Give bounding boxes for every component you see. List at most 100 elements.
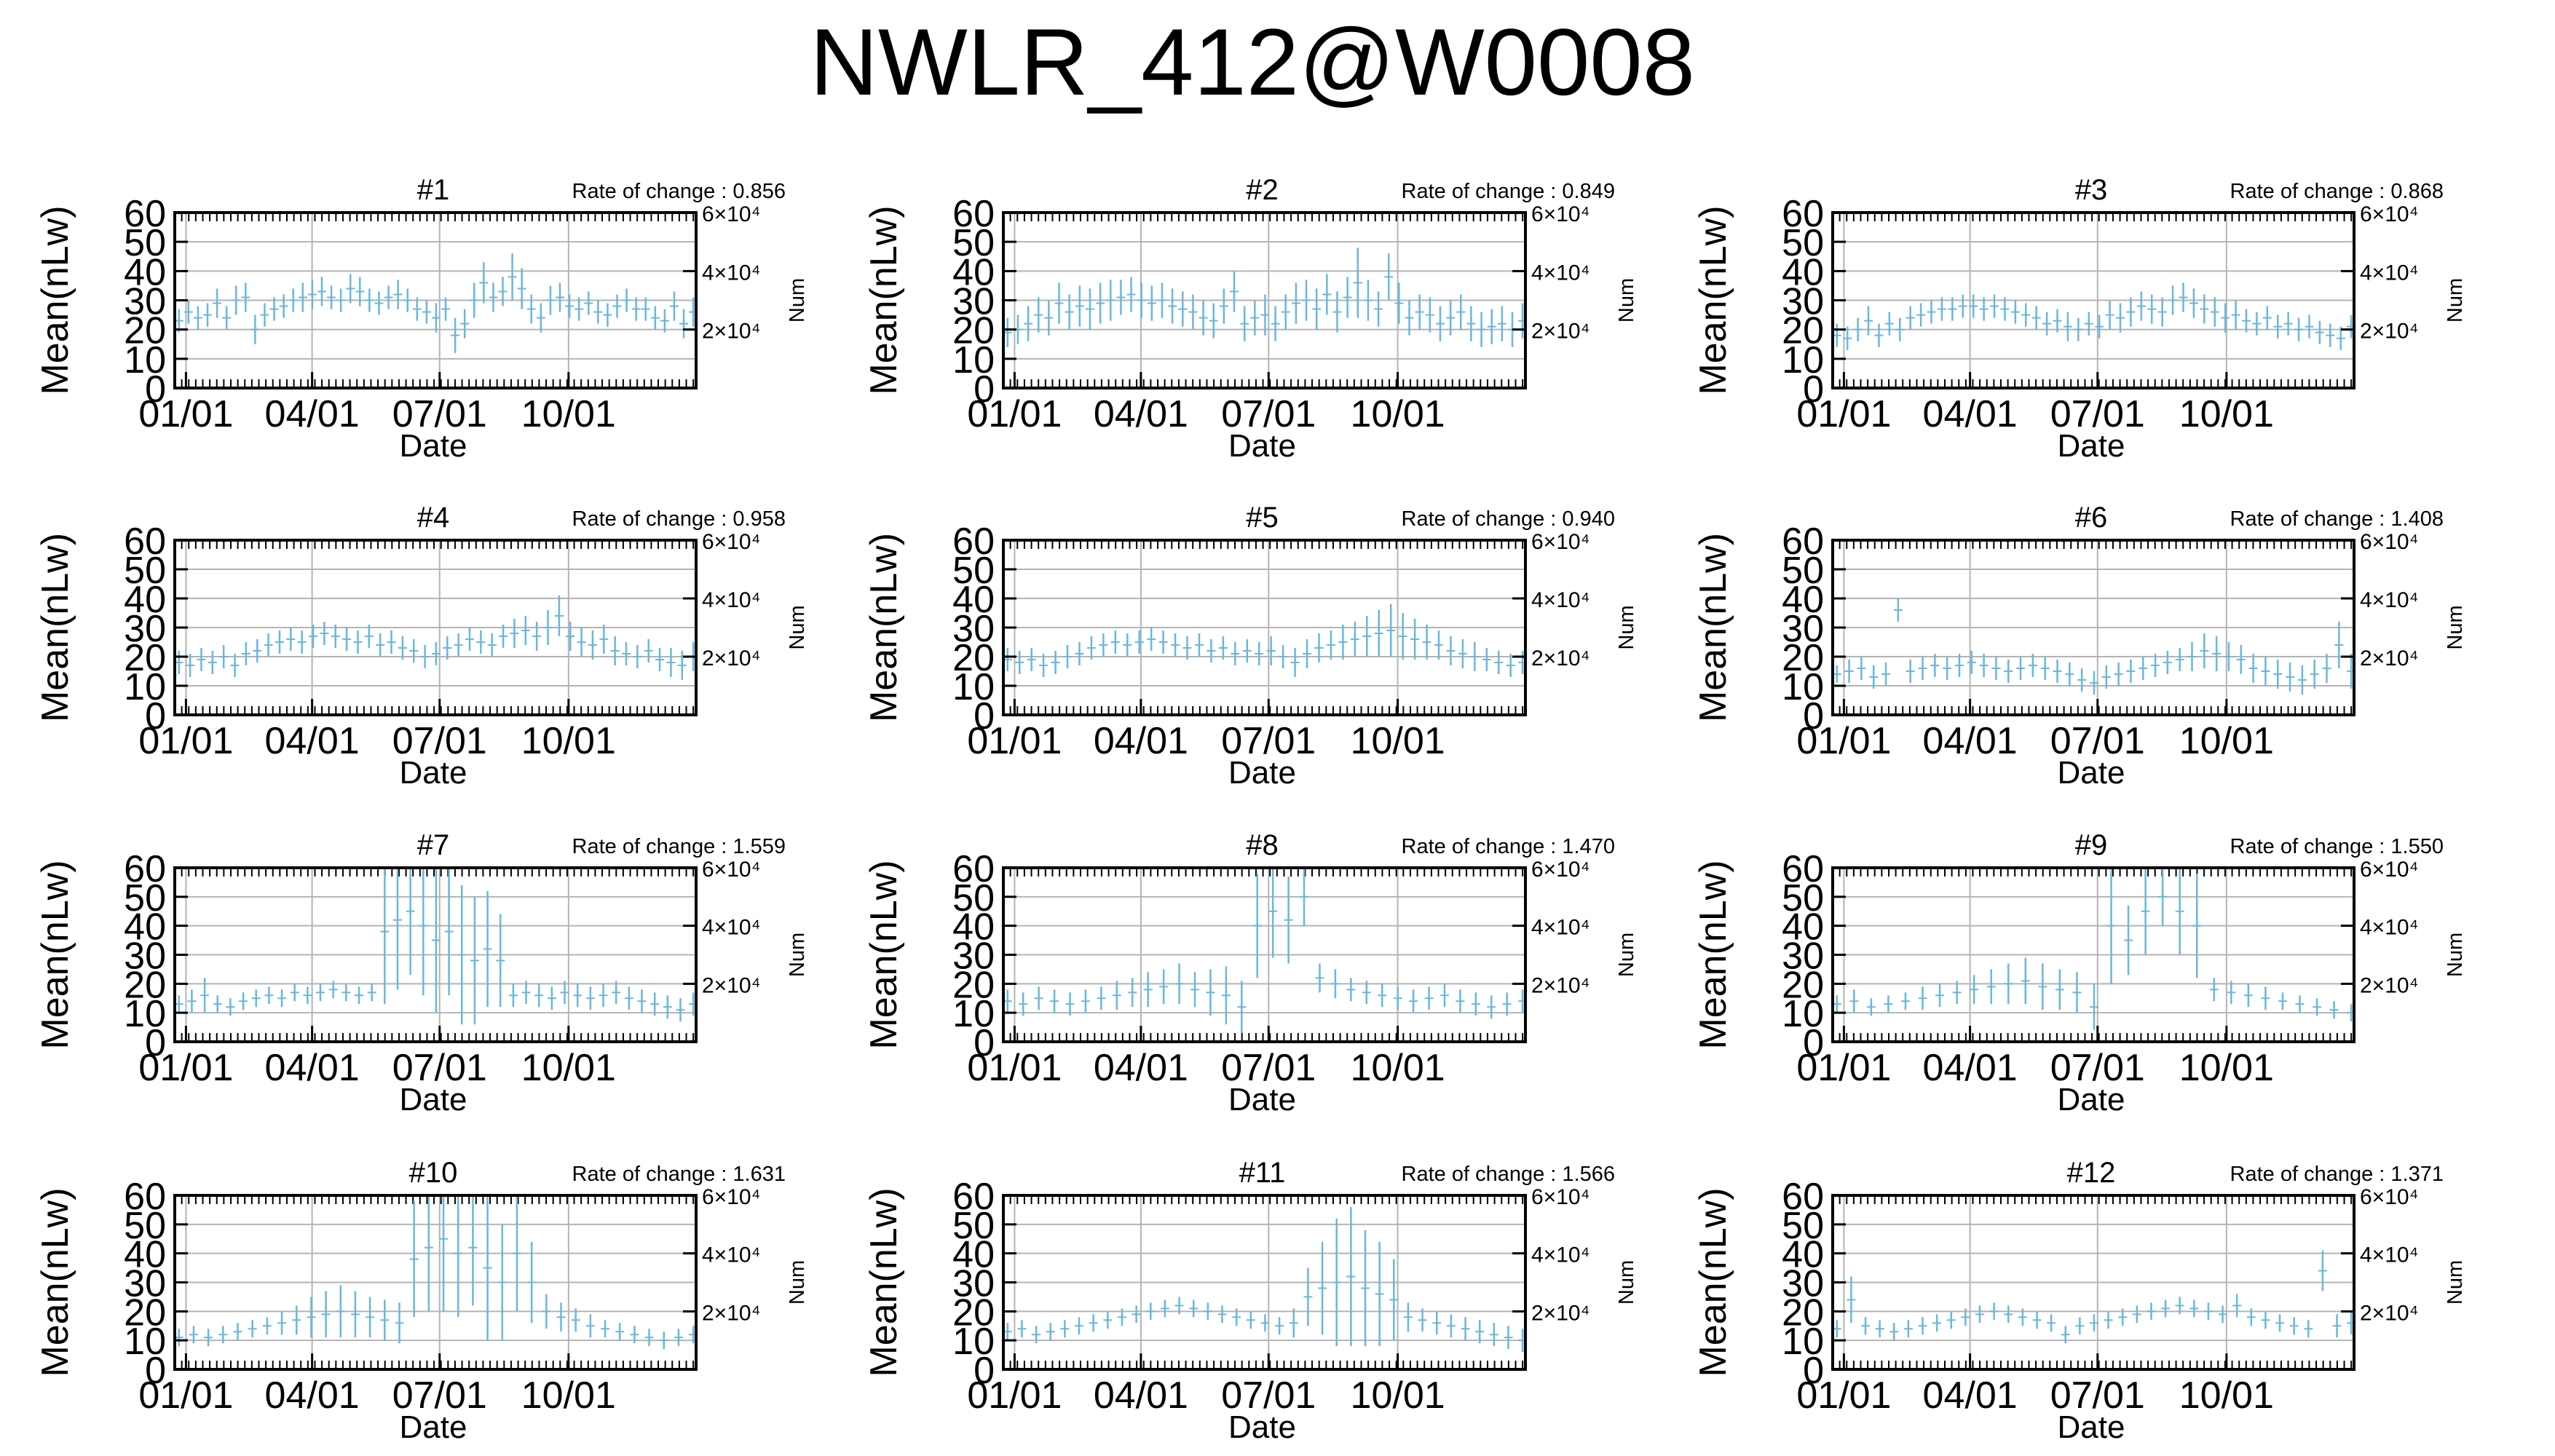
panel-title: #10 [409, 1157, 458, 1189]
x-tick-label: 07/01 [392, 1374, 487, 1417]
y2-axis-label: Num [2444, 278, 2467, 323]
y-tick-label: 60 [952, 1176, 995, 1218]
x-tick-label: 07/01 [1221, 720, 1316, 762]
x-axis-label: Date [1228, 1082, 1296, 1117]
rate-of-change: Rate of change : 0.940 [1402, 507, 1615, 531]
x-tick-label: 04/01 [1094, 393, 1188, 435]
x-tick-label: 07/01 [392, 720, 487, 762]
x-tick-label: 01/01 [138, 720, 233, 762]
x-tick-label: 01/01 [967, 393, 1062, 435]
x-tick-label: 10/01 [2179, 1047, 2274, 1089]
x-tick-label: 01/01 [1796, 393, 1891, 435]
x-tick-label: 01/01 [967, 1047, 1062, 1089]
rate-of-change: Rate of change : 1.559 [572, 835, 786, 858]
y-tick-label: 60 [952, 521, 995, 563]
y-tick-label: 0 [145, 1022, 166, 1064]
y-tick-label: 0 [1803, 368, 1824, 411]
y-tick-label: 40 [1782, 251, 1824, 293]
y-axis-label: Mean(nLw) [34, 533, 76, 722]
y-axis-label: Mean(nLw) [863, 1187, 905, 1377]
y-tick-label: 60 [1782, 193, 1824, 235]
y-tick-label: 10 [124, 339, 166, 381]
x-tick-label: 07/01 [1221, 1374, 1316, 1417]
x-axis-label: Date [1228, 428, 1296, 464]
y-tick-label: 0 [1803, 695, 1824, 737]
y-tick-label: 0 [974, 368, 995, 411]
y-tick-label: 60 [952, 848, 995, 890]
y-tick-label: 40 [1782, 579, 1824, 621]
y2-tick-label: 2×10⁴ [1531, 973, 1590, 997]
y2-tick-label: 4×10⁴ [702, 1243, 760, 1267]
y2-tick-label: 6×10⁴ [2360, 530, 2418, 554]
panel-title: #4 [417, 502, 450, 534]
y2-tick-label: 4×10⁴ [1531, 916, 1590, 940]
y-tick-label: 10 [952, 666, 995, 708]
y-axis-label: Mean(nLw) [863, 205, 905, 395]
y-tick-label: 40 [952, 906, 995, 949]
y-tick-label: 40 [1782, 1234, 1824, 1276]
y2-axis-label: Num [2444, 1260, 2467, 1305]
y2-tick-label: 4×10⁴ [702, 916, 760, 940]
y-tick-label: 60 [124, 193, 166, 235]
x-tick-label: 07/01 [1221, 1047, 1316, 1089]
y2-tick-label: 4×10⁴ [2360, 261, 2418, 285]
x-tick-label: 04/01 [1094, 1374, 1188, 1417]
y-tick-label: 50 [1782, 1205, 1824, 1247]
y2-axis-label: Num [1615, 933, 1638, 977]
y2-axis-label: Num [1615, 278, 1638, 323]
y-axis-label: Mean(nLw) [34, 205, 76, 395]
y2-tick-label: 4×10⁴ [2360, 916, 2418, 940]
x-axis-label: Date [1228, 1409, 1296, 1445]
y-tick-label: 0 [974, 1350, 995, 1392]
x-axis-label: Date [400, 1409, 467, 1445]
figure-title: NWLR_412@W0008 [810, 9, 1695, 115]
y-tick-label: 20 [1782, 310, 1824, 352]
y-axis-label: Mean(nLw) [34, 1187, 76, 1377]
y2-tick-label: 6×10⁴ [702, 530, 760, 554]
y2-axis-label: Num [786, 933, 809, 977]
rate-of-change: Rate of change : 1.566 [1402, 1163, 1615, 1186]
y-tick-label: 50 [124, 550, 166, 592]
panel-title: #6 [2075, 502, 2108, 534]
y-tick-label: 50 [124, 1205, 166, 1247]
x-axis-label: Date [400, 755, 467, 791]
x-tick-label: 10/01 [1351, 1374, 1445, 1417]
y-axis-label: Mean(nLw) [1692, 860, 1734, 1049]
x-tick-label: 04/01 [1094, 1047, 1188, 1089]
rate-of-change: Rate of change : 1.470 [1402, 835, 1615, 858]
x-tick-label: 07/01 [2050, 1374, 2145, 1417]
x-tick-label: 01/01 [1796, 1374, 1891, 1417]
y2-tick-label: 2×10⁴ [2360, 973, 2418, 997]
y2-tick-label: 4×10⁴ [2360, 1243, 2418, 1267]
panel-title: #12 [2067, 1157, 2116, 1189]
panel-title: #2 [1246, 174, 1279, 206]
y-tick-label: 40 [124, 579, 166, 621]
y-tick-label: 30 [1782, 1263, 1824, 1305]
y-tick-label: 20 [952, 964, 995, 1006]
y-tick-label: 40 [124, 251, 166, 293]
y-tick-label: 20 [1782, 637, 1824, 679]
y2-tick-label: 2×10⁴ [1531, 1301, 1590, 1325]
x-tick-label: 07/01 [2050, 1047, 2145, 1089]
y2-axis-label: Num [786, 278, 809, 323]
y2-tick-label: 4×10⁴ [1531, 1243, 1590, 1267]
x-tick-label: 07/01 [392, 1047, 487, 1089]
y2-tick-label: 2×10⁴ [2360, 1301, 2418, 1325]
y2-tick-label: 6×10⁴ [1531, 858, 1590, 882]
x-tick-label: 04/01 [1923, 1374, 2018, 1417]
y-tick-label: 20 [124, 964, 166, 1006]
x-tick-label: 04/01 [265, 1047, 360, 1089]
rate-of-change: Rate of change : 1.408 [2230, 507, 2444, 531]
x-tick-label: 10/01 [2179, 720, 2274, 762]
y2-tick-label: 4×10⁴ [2360, 588, 2418, 612]
y-tick-label: 30 [952, 935, 995, 978]
y-axis-label: Mean(nLw) [1692, 1187, 1734, 1377]
rate-of-change: Rate of change : 1.631 [572, 1163, 786, 1186]
y2-axis-label: Num [786, 605, 809, 649]
y-tick-label: 0 [145, 1350, 166, 1392]
